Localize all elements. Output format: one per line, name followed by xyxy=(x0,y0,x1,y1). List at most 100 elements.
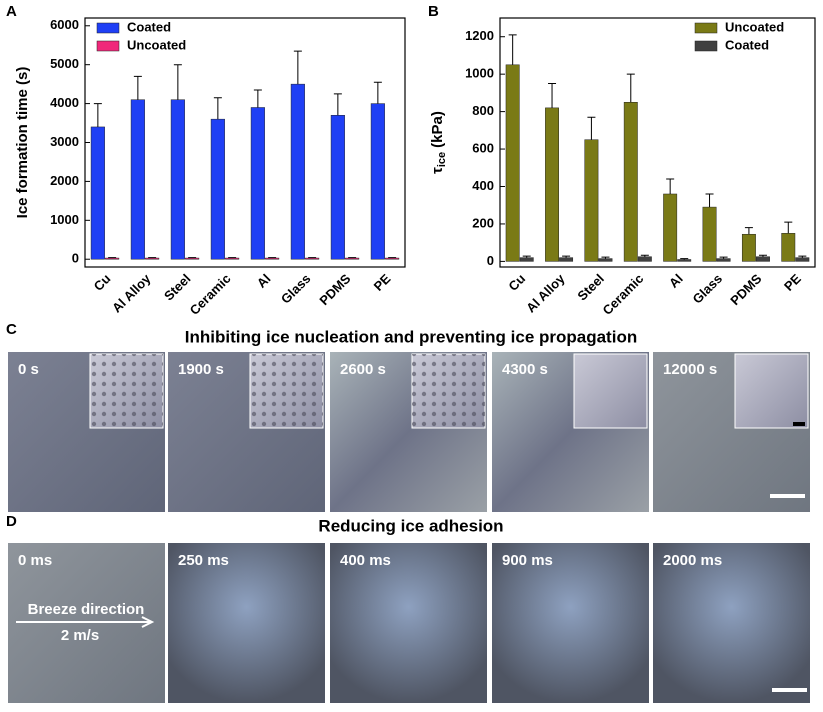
bar xyxy=(716,258,731,262)
error-bar xyxy=(601,256,610,259)
error-bar xyxy=(293,50,302,85)
x-tick-label: Steel xyxy=(574,271,607,304)
error-bar xyxy=(333,93,342,116)
x-tick-label: PDMS xyxy=(727,271,764,308)
legend-label: Uncoated xyxy=(725,19,784,34)
error-bar xyxy=(798,255,807,258)
error-bar xyxy=(548,83,557,108)
bar xyxy=(795,257,810,262)
bar xyxy=(623,101,638,262)
time-label: 250 ms xyxy=(178,552,229,569)
error-bar xyxy=(666,178,675,194)
bar xyxy=(345,257,360,260)
y-tick-label: 5000 xyxy=(50,56,79,71)
annotation: Breeze direction xyxy=(28,601,145,618)
x-tick-label: Al xyxy=(254,271,274,291)
error-bar xyxy=(719,256,728,259)
x-tick-label: PE xyxy=(371,271,394,294)
bar xyxy=(741,233,756,262)
bar xyxy=(598,258,613,262)
panel-title: Inhibiting ice nucleation and preventing… xyxy=(185,327,637,346)
y-tick-label: 1200 xyxy=(465,28,494,43)
bar xyxy=(290,83,305,260)
inset-texture xyxy=(250,354,323,428)
time-label: 4300 s xyxy=(502,361,548,378)
error-bar xyxy=(626,73,635,103)
x-tick-label: Al Alloy xyxy=(523,270,568,315)
bar xyxy=(185,257,200,260)
x-tick-label: Glass xyxy=(278,271,314,307)
y-tick-label: 200 xyxy=(472,215,494,230)
x-tick-label: PDMS xyxy=(316,271,353,308)
bar xyxy=(505,64,520,262)
legend-label: Coated xyxy=(127,19,171,34)
panel-label: C xyxy=(6,321,17,338)
y-tick-label: 1000 xyxy=(50,212,79,227)
legend-swatch xyxy=(694,40,718,52)
error-bar xyxy=(640,254,649,257)
bar xyxy=(559,257,574,262)
bar xyxy=(330,115,345,260)
arrow xyxy=(16,616,155,628)
bar xyxy=(663,193,678,262)
inset-texture xyxy=(412,354,485,428)
y-tick-label: 4000 xyxy=(50,95,79,110)
y-tick-label: 600 xyxy=(472,140,494,155)
y-label-symbol: τ xyxy=(429,167,446,174)
x-tick-label: Steel xyxy=(161,271,194,304)
y-axis-label: τice (kPa) xyxy=(429,111,448,174)
x-tick-label: Al xyxy=(666,271,686,291)
bar xyxy=(677,259,692,262)
bar xyxy=(145,257,160,260)
error-bar xyxy=(758,254,767,257)
inset xyxy=(573,353,648,429)
time-label: 2000 ms xyxy=(663,552,722,569)
y-tick-label: 400 xyxy=(472,178,494,193)
panel-title: Reducing ice adhesion xyxy=(318,516,503,535)
bar xyxy=(519,257,534,262)
y-tick-label: 800 xyxy=(472,103,494,118)
time-label: 900 ms xyxy=(502,552,553,569)
legend-label: Uncoated xyxy=(127,37,186,52)
y-label-subscript: ice xyxy=(436,152,448,167)
error-bar xyxy=(508,34,517,65)
bar xyxy=(637,256,652,262)
time-label: 400 ms xyxy=(340,552,391,569)
error-bar xyxy=(744,227,753,235)
time-label: 2600 s xyxy=(340,361,386,378)
x-tick-label: Ceramic xyxy=(599,271,646,318)
error-bar xyxy=(133,75,142,100)
photo xyxy=(168,543,325,703)
y-tick-label: 6000 xyxy=(50,17,79,32)
time-label: 0 ms xyxy=(18,552,52,569)
error-bar xyxy=(93,103,102,127)
y-tick-label: 2000 xyxy=(50,173,79,188)
bar xyxy=(225,257,240,260)
bar xyxy=(545,107,559,262)
x-tick-label: PE xyxy=(781,271,804,294)
bar xyxy=(385,257,400,260)
y-axis-label: Ice formation time (s) xyxy=(14,67,31,219)
error-bar xyxy=(373,81,382,104)
bar xyxy=(170,99,185,260)
bar xyxy=(370,103,385,260)
error-bar xyxy=(562,255,571,258)
y-label-unit: (kPa) xyxy=(429,111,446,148)
bar xyxy=(702,206,717,262)
panel-label: A xyxy=(6,3,17,20)
inset xyxy=(734,353,809,429)
x-tick-label: Cu xyxy=(505,271,528,294)
bar xyxy=(756,256,770,262)
bar xyxy=(584,139,599,262)
bar xyxy=(781,233,796,262)
error-bar xyxy=(680,258,689,260)
x-tick-label: Cu xyxy=(91,271,114,294)
error-bar xyxy=(784,221,793,234)
bar xyxy=(210,118,225,260)
legend-swatch xyxy=(96,22,120,34)
time-label: 1900 s xyxy=(178,361,224,378)
time-label: 0 s xyxy=(18,361,39,378)
y-tick-label: 3000 xyxy=(50,134,79,149)
y-tick-label: 1000 xyxy=(465,66,494,81)
legend-swatch xyxy=(96,40,120,52)
